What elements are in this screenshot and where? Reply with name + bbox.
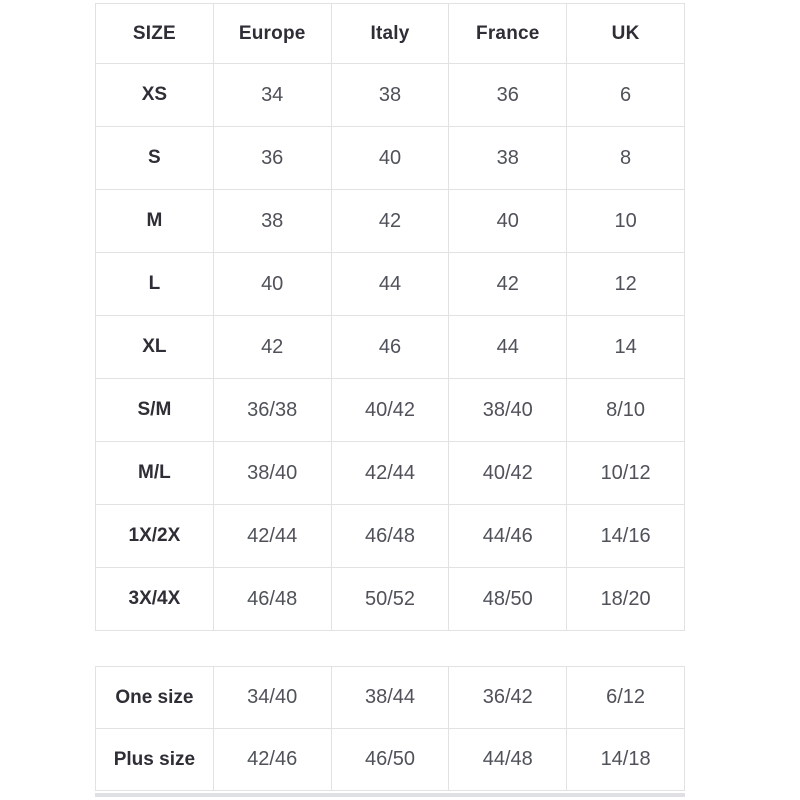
size-label-cell: 3X/4X — [95, 567, 214, 631]
table-row-ml: M/L 38/40 42/44 40/42 10/12 — [95, 441, 685, 505]
value-cell: 6 — [566, 63, 685, 127]
value-cell: 14/18 — [566, 728, 685, 791]
value-cell: 14 — [566, 315, 685, 379]
size-conversion-table: SIZE Europe Italy France UK XS 34 38 36 … — [95, 3, 685, 631]
value-cell: 34/40 — [212, 666, 332, 729]
value-cell: 12 — [566, 252, 685, 316]
value-cell: 40 — [212, 252, 332, 316]
value-cell: 36/38 — [212, 378, 332, 442]
size-label-cell: L — [95, 252, 214, 316]
table-row-1x2x: 1X/2X 42/44 46/48 44/46 14/16 — [95, 504, 685, 568]
value-cell: 40/42 — [448, 441, 568, 505]
value-cell: 18/20 — [566, 567, 685, 631]
value-cell: 36 — [448, 63, 568, 127]
value-cell: 44/46 — [448, 504, 568, 568]
value-cell: 46/50 — [330, 728, 450, 791]
header-row: SIZE Europe Italy France UK — [95, 3, 685, 64]
size-label-cell: 1X/2X — [95, 504, 214, 568]
value-cell: 14/16 — [566, 504, 685, 568]
value-cell: 44 — [330, 252, 450, 316]
size-conversion-table-header: SIZE Europe Italy France UK — [95, 3, 685, 64]
value-cell: 38/44 — [330, 666, 450, 729]
column-header-italy: Italy — [330, 3, 450, 64]
value-cell: 38 — [212, 189, 332, 253]
size-label-cell: M — [95, 189, 214, 253]
table-row-one-size: One size 34/40 38/44 36/42 6/12 — [95, 666, 685, 729]
table-row-plus-size: Plus size 42/46 46/50 44/48 14/18 — [95, 728, 685, 791]
value-cell: 42/44 — [212, 504, 332, 568]
value-cell: 38/40 — [448, 378, 568, 442]
value-cell: 42 — [212, 315, 332, 379]
value-cell: 46/48 — [212, 567, 332, 631]
column-header-france: France — [448, 3, 568, 64]
column-header-europe: Europe — [212, 3, 332, 64]
special-sizes-table-body: One size 34/40 38/44 36/42 6/12 Plus siz… — [95, 666, 685, 791]
size-guide-tables: SIZE Europe Italy France UK XS 34 38 36 … — [95, 3, 685, 797]
size-label-cell: S/M — [95, 378, 214, 442]
table-row-m: M 38 42 40 10 — [95, 189, 685, 253]
value-cell: 50/52 — [330, 567, 450, 631]
value-cell: 40/42 — [330, 378, 450, 442]
size-label-cell: XS — [95, 63, 214, 127]
value-cell: 42/44 — [330, 441, 450, 505]
value-cell: 48/50 — [448, 567, 568, 631]
bottom-divider — [95, 793, 685, 797]
value-cell: 34 — [212, 63, 332, 127]
value-cell: 46 — [330, 315, 450, 379]
value-cell: 10/12 — [566, 441, 685, 505]
table-row-3x4x: 3X/4X 46/48 50/52 48/50 18/20 — [95, 567, 685, 631]
value-cell: 36 — [212, 126, 332, 190]
value-cell: 38/40 — [212, 441, 332, 505]
value-cell: 38 — [330, 63, 450, 127]
special-sizes-table: One size 34/40 38/44 36/42 6/12 Plus siz… — [95, 666, 685, 791]
table-row-xs: XS 34 38 36 6 — [95, 63, 685, 127]
value-cell: 6/12 — [566, 666, 685, 729]
size-label-cell: S — [95, 126, 214, 190]
table-row-xl: XL 42 46 44 14 — [95, 315, 685, 379]
size-label-cell: XL — [95, 315, 214, 379]
value-cell: 8/10 — [566, 378, 685, 442]
value-cell: 42 — [330, 189, 450, 253]
column-header-uk: UK — [566, 3, 685, 64]
size-label-cell: Plus size — [95, 728, 214, 791]
value-cell: 40 — [448, 189, 568, 253]
value-cell: 44/48 — [448, 728, 568, 791]
table-row-sm: S/M 36/38 40/42 38/40 8/10 — [95, 378, 685, 442]
size-label-cell: M/L — [95, 441, 214, 505]
value-cell: 10 — [566, 189, 685, 253]
table-row-l: L 40 44 42 12 — [95, 252, 685, 316]
size-label-cell: One size — [95, 666, 214, 729]
table-row-s: S 36 40 38 8 — [95, 126, 685, 190]
value-cell: 40 — [330, 126, 450, 190]
value-cell: 42/46 — [212, 728, 332, 791]
value-cell: 44 — [448, 315, 568, 379]
value-cell: 46/48 — [330, 504, 450, 568]
value-cell: 42 — [448, 252, 568, 316]
value-cell: 36/42 — [448, 666, 568, 729]
size-conversion-table-body: XS 34 38 36 6 S 36 40 38 8 M 38 42 — [95, 63, 685, 631]
value-cell: 8 — [566, 126, 685, 190]
column-header-size: SIZE — [95, 3, 214, 64]
value-cell: 38 — [448, 126, 568, 190]
